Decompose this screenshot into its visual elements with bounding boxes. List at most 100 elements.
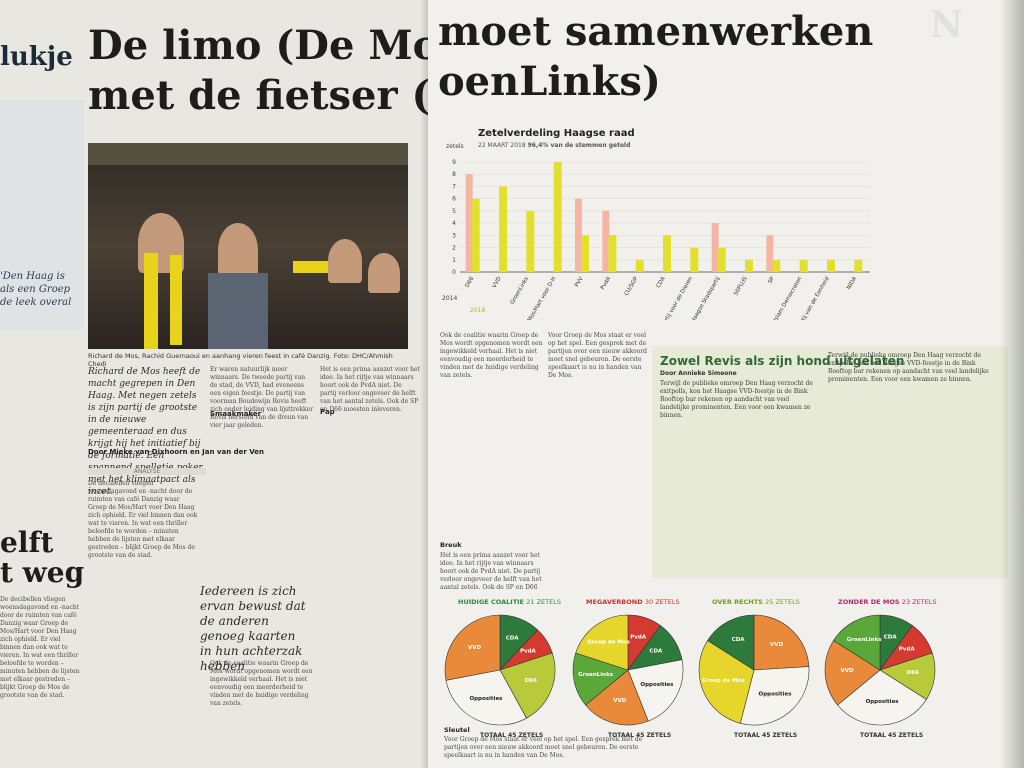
pie-slice-label: Opposities bbox=[866, 699, 900, 705]
person-guernaoui bbox=[218, 223, 258, 277]
pie-slice-label: VVD bbox=[770, 642, 784, 648]
bar-2018 bbox=[471, 198, 480, 272]
right-body-1: Ook de coalitie waarin Groep de Mos word… bbox=[440, 332, 543, 379]
chart-count: 96,4% van de stemmen geteld bbox=[527, 142, 631, 149]
right-body-3: Het is een prima aanzet voor het idee. I… bbox=[440, 552, 542, 591]
right-body-2: Voor Groep de Mos staat er veel op het s… bbox=[548, 332, 648, 379]
bar-2014 bbox=[711, 223, 719, 272]
yellow-scarf bbox=[144, 253, 158, 349]
box-headline: Zowel Revis als zijn hond uitgelaten bbox=[660, 354, 905, 368]
pie-slice-label: CDA bbox=[884, 635, 898, 641]
pie-slice-label: VVD bbox=[613, 698, 627, 704]
bar-2018 bbox=[827, 259, 835, 272]
chart-subtitle: 22 MAART 2018 96,4% van de stemmen getel… bbox=[478, 142, 630, 149]
pie-slice bbox=[575, 614, 629, 671]
pie-slice-label: GroenLinks bbox=[578, 672, 614, 678]
analyse-label: ANALYSE bbox=[88, 468, 206, 475]
y-tick-label: 2 bbox=[452, 245, 456, 252]
pie-slice-label: PvdA bbox=[520, 648, 537, 654]
pie-total: TOTAAL 45 ZETELS bbox=[860, 732, 924, 739]
section-pap: Pap bbox=[320, 408, 335, 416]
pie-title-text: MEGAVERBOND bbox=[586, 598, 645, 606]
pie-slice-label: Opposities bbox=[640, 682, 674, 688]
bar-2014 bbox=[766, 235, 774, 272]
bar-2018 bbox=[690, 247, 699, 272]
pie-slice bbox=[824, 640, 881, 706]
bar-2018 bbox=[499, 186, 507, 272]
bar-2018 bbox=[799, 259, 808, 272]
pie-slice bbox=[833, 614, 881, 671]
pie-seat-count: 30 ZETELS bbox=[644, 598, 680, 606]
article-byline: Door Mieke van Dixhoorn en Jan van der V… bbox=[88, 448, 265, 456]
pie-title: MEGAVERBOND 30 ZETELS bbox=[586, 598, 680, 606]
body-column-3: Het is een prima aanzet voor het idee. I… bbox=[320, 366, 420, 413]
pie-slice-label: GroenLinks bbox=[847, 637, 883, 643]
category-label: Haagse Stadspartij bbox=[690, 276, 721, 320]
headline-left-line1: De limo (De Mos) bbox=[88, 22, 481, 69]
pie-slice bbox=[739, 666, 810, 726]
section-sleutel: Sleutel bbox=[444, 726, 470, 734]
side-headline-bottom-2: t weg bbox=[0, 556, 85, 589]
chart-title: Zetelverdeling Haagse raad bbox=[478, 128, 635, 139]
category-label: NIDA bbox=[846, 276, 858, 291]
category-label: Partij voor de Dieren bbox=[661, 276, 695, 320]
category-label: PVV bbox=[574, 276, 585, 289]
pie-seat-count: 21 ZETELS bbox=[526, 598, 561, 606]
box-body-2: Terwijl de publieke omroep Den Haag verz… bbox=[828, 352, 989, 383]
crowd-person bbox=[328, 239, 362, 283]
category-label: VVD bbox=[492, 276, 503, 289]
party-photo bbox=[88, 143, 408, 349]
bar-2018 bbox=[526, 210, 535, 272]
pull-quote: Iedereen is zich ervan bewust dat de and… bbox=[200, 584, 306, 673]
pie-slice-label: PvdA bbox=[630, 635, 647, 641]
chart-date: 22 MAART 2018 bbox=[478, 142, 526, 149]
pie-title: OVER RECHTS 25 ZETELS bbox=[712, 598, 800, 606]
pie-slice bbox=[627, 659, 684, 722]
grey-jacket bbox=[208, 273, 268, 349]
y-tick-label: 6 bbox=[452, 196, 456, 203]
pie-slice bbox=[445, 669, 527, 726]
bar-2018 bbox=[635, 259, 644, 272]
bar-2018 bbox=[854, 259, 863, 272]
bar-2014 bbox=[575, 198, 582, 272]
pie-slice-label: CDA bbox=[506, 635, 520, 641]
pie-slice-label: PvdA bbox=[899, 647, 916, 653]
category-label: 50PLUS bbox=[733, 276, 749, 297]
pie-slice bbox=[572, 652, 629, 706]
pie-slice-label: VVD bbox=[468, 645, 482, 651]
section-breuk: Breuk bbox=[440, 541, 462, 549]
headline-right-line2: oenLinks) bbox=[438, 58, 661, 105]
ceiling bbox=[88, 143, 408, 165]
pie-slice bbox=[753, 614, 810, 671]
y-tick-label: 7 bbox=[452, 183, 456, 190]
y-tick-label: 5 bbox=[452, 208, 456, 215]
pie-total: TOTAAL 45 ZETELS bbox=[608, 732, 672, 739]
pie-title: ZONDER DE MOS 23 ZETELS bbox=[838, 598, 937, 606]
pie-slice-label: Opposities bbox=[759, 691, 793, 697]
legend-2018: 2018 bbox=[470, 307, 485, 314]
category-label: SP bbox=[767, 275, 776, 284]
coalition-pie: VVD Opposities Groep de Mos CDA bbox=[698, 614, 810, 726]
pie-slice-label: VVD bbox=[841, 668, 855, 674]
article-intro: Richard de Mos heeft de macht gegrepen i… bbox=[88, 367, 203, 497]
y-tick-label: 0 bbox=[452, 269, 456, 276]
pie-title-text: ZONDER DE MOS bbox=[838, 598, 902, 606]
pie-slice-label: Groep de Mos bbox=[587, 639, 630, 645]
side-headline-bottom-1: elft bbox=[0, 526, 54, 559]
headline-right-line1: moet samenwerken bbox=[438, 8, 874, 55]
box-body-1: Terwijl de publieke omroep Den Haag verz… bbox=[660, 380, 813, 419]
y-tick-label: 3 bbox=[452, 232, 456, 239]
section-smaakmaker: Smaakmaker bbox=[210, 410, 262, 418]
box-byline: Door Annieke Simeone bbox=[660, 370, 737, 377]
right-edge-shade bbox=[1000, 0, 1024, 768]
ghost-headline: N bbox=[930, 4, 963, 46]
side-quote: 'Den Haag is als een Groep de leek overa… bbox=[0, 271, 72, 308]
category-label: Partij van de Eenheid bbox=[796, 276, 830, 320]
pie-slice bbox=[585, 669, 649, 726]
y-tick-label: 4 bbox=[452, 220, 456, 227]
y-tick-label: 9 bbox=[452, 159, 456, 166]
coalition-pie: CDA PvdA D66 Opposities VVD bbox=[444, 614, 556, 726]
yellow-scarf bbox=[293, 261, 333, 273]
bar-2014 bbox=[465, 174, 473, 272]
